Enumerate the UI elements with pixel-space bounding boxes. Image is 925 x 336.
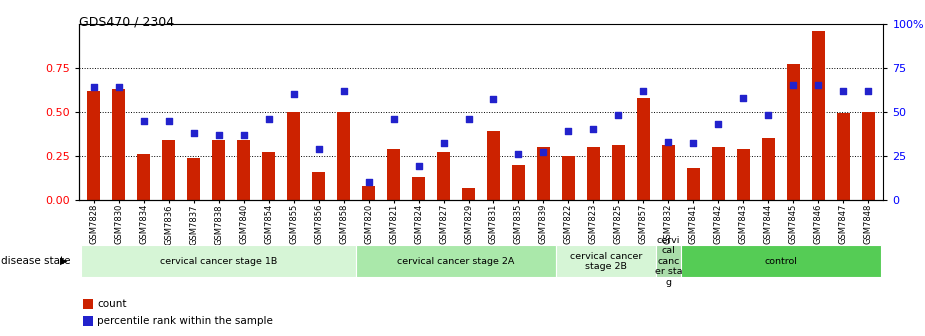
Bar <box>687 168 699 200</box>
Bar <box>238 140 250 200</box>
Point <box>136 118 151 123</box>
Bar <box>637 98 649 200</box>
Bar <box>188 158 200 200</box>
Point <box>586 127 601 132</box>
Point <box>661 139 676 144</box>
Point <box>686 141 701 146</box>
Bar <box>388 149 400 200</box>
Point <box>836 88 851 93</box>
Text: cervical cancer
stage 2B: cervical cancer stage 2B <box>570 252 642 271</box>
Bar <box>862 112 875 200</box>
Point <box>236 132 251 137</box>
Point <box>611 113 626 118</box>
Point <box>461 116 475 122</box>
Bar <box>81 245 356 277</box>
Point <box>561 128 576 134</box>
Bar <box>112 89 125 200</box>
Bar <box>87 90 100 200</box>
Point <box>361 179 376 185</box>
Point <box>536 150 551 155</box>
Point <box>411 164 426 169</box>
Bar <box>512 165 524 200</box>
Bar <box>656 245 681 277</box>
Text: cervi
cal
canc
er sta
g: cervi cal canc er sta g <box>655 236 683 287</box>
Bar <box>537 147 549 200</box>
Point <box>286 91 301 97</box>
Point <box>336 88 351 93</box>
Point <box>786 83 801 88</box>
Point <box>311 146 326 152</box>
Point <box>436 141 450 146</box>
Bar <box>762 138 774 200</box>
Bar <box>681 245 881 277</box>
Text: cervical cancer stage 1B: cervical cancer stage 1B <box>160 257 278 266</box>
Text: ▶: ▶ <box>60 256 68 266</box>
Bar <box>562 156 574 200</box>
Bar <box>363 186 375 200</box>
Point <box>211 132 226 137</box>
Point <box>487 97 501 102</box>
Bar <box>213 140 225 200</box>
Bar <box>263 152 275 200</box>
Point <box>711 121 726 127</box>
Bar <box>356 245 556 277</box>
Bar <box>137 154 150 200</box>
Point <box>86 84 101 90</box>
Bar <box>712 147 724 200</box>
Bar <box>556 245 656 277</box>
Text: percentile rank within the sample: percentile rank within the sample <box>97 316 273 326</box>
Bar <box>812 31 825 200</box>
Text: control: control <box>764 257 797 266</box>
Point <box>861 88 876 93</box>
Bar <box>612 145 624 200</box>
Text: disease state: disease state <box>1 256 70 266</box>
Point <box>111 84 126 90</box>
Point <box>161 118 176 123</box>
Bar <box>662 145 674 200</box>
Point <box>386 116 401 122</box>
Point <box>186 130 201 135</box>
Bar <box>413 177 425 200</box>
Bar <box>487 131 500 200</box>
Point <box>512 151 526 157</box>
Bar <box>438 152 450 200</box>
Point <box>811 83 826 88</box>
Point <box>261 116 276 122</box>
Text: GDS470 / 2304: GDS470 / 2304 <box>79 15 174 28</box>
Bar <box>462 187 475 200</box>
Bar <box>587 147 599 200</box>
Bar <box>787 64 799 200</box>
Point <box>736 95 751 100</box>
Bar <box>837 114 850 200</box>
Point <box>636 88 651 93</box>
Bar <box>737 149 749 200</box>
Bar <box>163 140 175 200</box>
Point <box>761 113 776 118</box>
Text: count: count <box>97 299 127 309</box>
Bar <box>288 112 300 200</box>
Bar <box>338 112 350 200</box>
Bar <box>313 172 325 200</box>
Text: cervical cancer stage 2A: cervical cancer stage 2A <box>398 257 514 266</box>
